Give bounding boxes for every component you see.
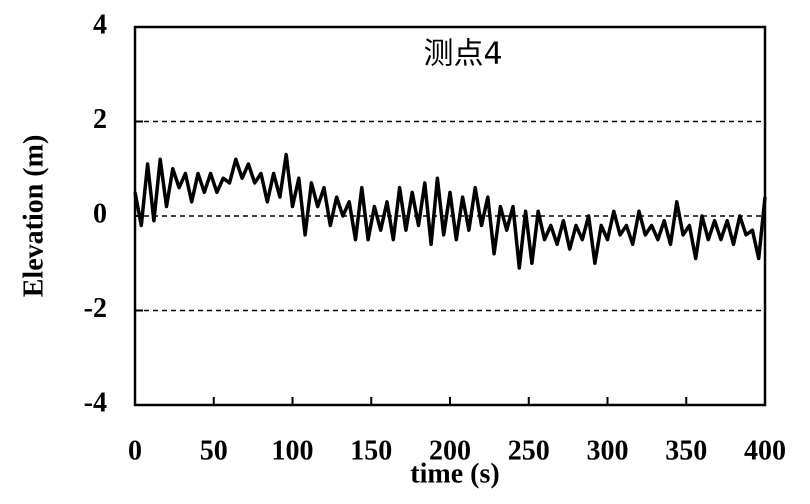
y-axis-label: Elevation (m)	[18, 135, 49, 298]
y-tick-label: 2	[93, 104, 107, 135]
x-tick-label: 150	[350, 435, 392, 466]
plot-frame	[133, 25, 767, 407]
y-tick-label: 0	[93, 198, 107, 229]
x-tick-label: 100	[272, 435, 314, 466]
y-tick-label: -4	[84, 387, 107, 418]
x-tick-label: 0	[128, 435, 142, 466]
x-tick-label: 400	[744, 435, 786, 466]
data-line	[133, 152, 767, 270]
chart-title: 测点4	[423, 37, 502, 72]
y-tick-label: -2	[84, 293, 107, 324]
y-tick-label: 4	[93, 9, 107, 40]
x-axis-label: time (s)	[410, 458, 499, 489]
x-tick-label: 250	[508, 435, 550, 466]
x-tick-label: 50	[200, 435, 228, 466]
x-tick-label: 350	[665, 435, 707, 466]
x-tick-label: 200	[429, 435, 471, 466]
x-tick-label: 300	[587, 435, 629, 466]
